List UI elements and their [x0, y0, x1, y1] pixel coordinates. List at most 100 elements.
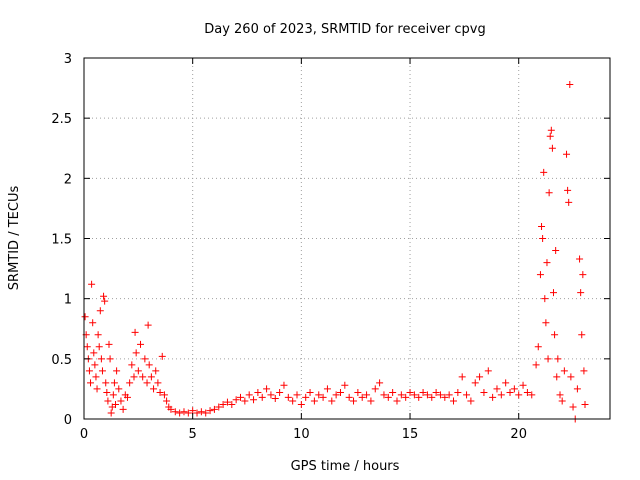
data-points [81, 80, 589, 423]
x-tick-label: 0 [80, 427, 88, 442]
data-point [397, 391, 405, 399]
data-point [441, 393, 449, 401]
data-point [189, 407, 197, 415]
data-point [88, 280, 96, 288]
data-point [540, 168, 548, 176]
data-point [158, 352, 166, 360]
data-point [546, 132, 554, 140]
chart-title: Day 260 of 2023, SRMTID for receiver cpv… [204, 22, 486, 37]
x-tick-label: 10 [293, 427, 310, 442]
data-point [106, 355, 114, 363]
data-point [510, 385, 518, 393]
data-point [547, 126, 555, 134]
data-point [112, 401, 120, 409]
data-point [276, 389, 284, 397]
data-point [115, 385, 123, 393]
data-point [538, 222, 546, 230]
data-point [428, 393, 436, 401]
grid-lines [84, 58, 610, 419]
data-point [141, 355, 149, 363]
data-point [236, 393, 244, 401]
data-point [101, 297, 109, 305]
data-point [569, 403, 577, 411]
data-point [87, 379, 95, 387]
data-point [573, 385, 581, 393]
data-point [95, 343, 103, 351]
data-point [542, 319, 550, 327]
data-point [454, 389, 462, 397]
data-point [463, 391, 471, 399]
data-point [467, 397, 475, 405]
data-point [532, 361, 540, 369]
data-point [541, 295, 549, 303]
data-point [130, 373, 138, 381]
data-point [576, 255, 584, 263]
y-axis-label: SRMTID / TECUs [7, 186, 22, 291]
data-point [564, 186, 572, 194]
data-point [556, 391, 564, 399]
data-point [552, 247, 560, 255]
data-point [94, 331, 102, 339]
data-point [345, 393, 353, 401]
data-point [228, 401, 236, 409]
data-point [280, 381, 288, 389]
data-point [436, 391, 444, 399]
data-point [103, 389, 111, 397]
data-point [558, 397, 566, 405]
data-point [458, 373, 466, 381]
data-point [551, 331, 559, 339]
data-point [160, 391, 168, 399]
data-point [553, 373, 561, 381]
data-point [180, 408, 188, 416]
data-point [289, 397, 297, 405]
data-point [563, 150, 571, 158]
data-point [271, 395, 279, 403]
data-point [144, 321, 152, 329]
data-point [402, 393, 410, 401]
data-point [358, 393, 366, 401]
data-point [97, 355, 105, 363]
data-point [543, 259, 551, 267]
data-point [215, 403, 223, 411]
data-point [566, 80, 574, 88]
x-tick-labels: 0 5 10 15 20 [80, 427, 527, 442]
data-point [184, 409, 192, 417]
data-point [371, 385, 379, 393]
data-point [581, 401, 589, 409]
data-point [113, 367, 121, 375]
y-tick-label: 0 [64, 413, 72, 428]
data-point [350, 397, 358, 405]
data-point [323, 385, 331, 393]
data-point [565, 198, 573, 206]
data-point [143, 379, 151, 387]
data-point [297, 401, 305, 409]
x-tick-label: 20 [510, 427, 527, 442]
axis-ticks [83, 57, 610, 420]
data-point [126, 379, 134, 387]
data-point [152, 367, 160, 375]
data-point [92, 373, 100, 381]
data-point [523, 389, 531, 397]
data-point [484, 367, 492, 375]
data-point [156, 389, 164, 397]
data-point [81, 313, 89, 321]
data-point [489, 393, 497, 401]
data-point [502, 379, 510, 387]
data-point [163, 397, 171, 405]
data-point [319, 393, 327, 401]
data-point [580, 367, 588, 375]
data-point [150, 385, 158, 393]
data-point [493, 385, 501, 393]
data-point [197, 408, 205, 416]
data-point [154, 379, 162, 387]
data-point [515, 391, 523, 399]
data-point [223, 398, 231, 406]
data-point [354, 389, 362, 397]
data-point [560, 367, 568, 375]
data-point [96, 307, 104, 315]
x-axis-label: GPS time / hours [291, 459, 400, 474]
data-point [548, 144, 556, 152]
data-point [117, 397, 125, 405]
data-point [93, 385, 101, 393]
